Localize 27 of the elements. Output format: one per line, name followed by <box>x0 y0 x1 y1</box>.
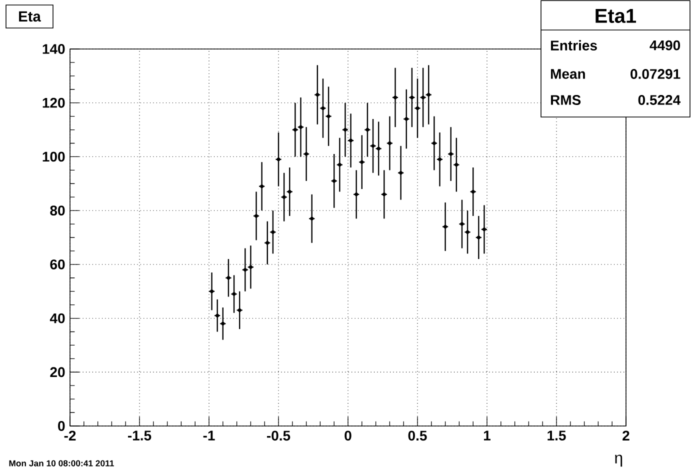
y-tick-label: 40 <box>50 313 65 324</box>
text: 4490 <box>650 40 680 50</box>
chart-title: Eta <box>19 11 41 22</box>
x-tick-label: -1.5 <box>128 430 152 440</box>
text: 0.07291 <box>630 69 680 79</box>
x-tick-label: -1 <box>203 430 215 440</box>
y-tick-label: 0 <box>58 421 65 431</box>
y-tick-label: 80 <box>50 206 65 216</box>
x-tick-label: 1.5 <box>548 430 566 440</box>
x-tick-label: 0 <box>344 430 352 441</box>
y-tick-label: 100 <box>42 152 65 162</box>
x-tick-label: 0.5 <box>408 430 427 441</box>
y-tick-label: 20 <box>50 367 65 378</box>
x-axis-title: η <box>615 454 622 467</box>
text: Eta1 <box>596 9 636 23</box>
y-tick-label: 120 <box>42 98 65 108</box>
text: 0.5224 <box>638 95 681 105</box>
annotation: Mean <box>550 69 585 79</box>
x-tick-label: -0.5 <box>266 430 290 441</box>
annotation: RMS <box>550 95 581 105</box>
text: Mon Jan 10 08:00:41 2011 <box>9 460 114 466</box>
x-tick-label: 2 <box>622 430 630 440</box>
y-tick-label: 140 <box>42 44 65 54</box>
x-tick-label: -2 <box>64 430 76 440</box>
annotation: Entries <box>550 40 597 50</box>
y-tick-label: 60 <box>50 259 65 270</box>
x-tick-label: 1 <box>484 430 490 440</box>
